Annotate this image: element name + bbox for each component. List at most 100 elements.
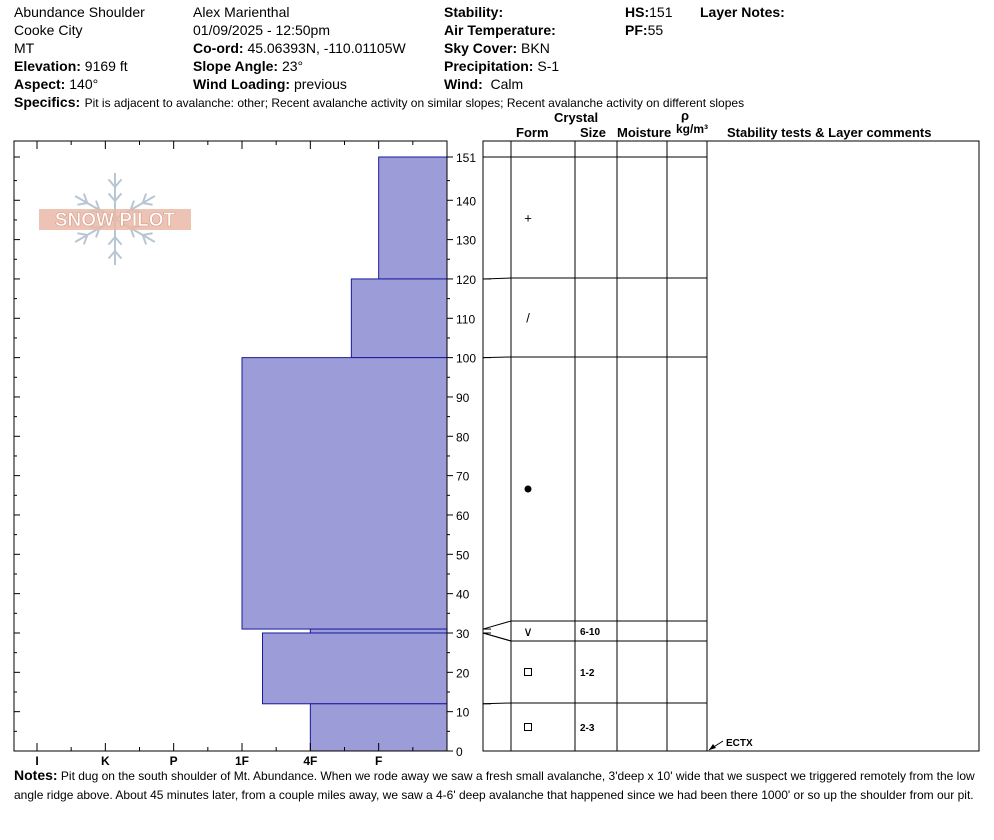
coord-label: Co-ord: xyxy=(193,40,244,56)
notes-text: Pit dug on the south shoulder of Mt. Abu… xyxy=(14,769,975,802)
snowflake-branch xyxy=(107,178,116,188)
y-tick-label: 120 xyxy=(456,273,476,287)
depth-hoar-icon: ∨ xyxy=(523,624,533,639)
wind-loading-value: previous xyxy=(293,76,347,92)
form-header: Form xyxy=(516,125,549,140)
y-tick-label: 100 xyxy=(456,352,476,366)
rounded-grains-icon xyxy=(524,485,532,493)
elevation-label: Elevation: xyxy=(14,58,81,74)
grain-size-value: 1-2 xyxy=(580,668,595,679)
snowflake-branch xyxy=(107,250,116,260)
slope-label: Slope Angle: xyxy=(193,58,279,74)
precip-value: S-1 xyxy=(537,58,560,74)
y-tick-label: 60 xyxy=(456,509,470,523)
snowflake-branch xyxy=(129,200,135,211)
x-tick-label: K xyxy=(101,754,110,768)
wind-field: Wind: Calm xyxy=(444,76,523,92)
hardness-bar xyxy=(350,278,448,359)
grain-size-value: 2-3 xyxy=(580,723,595,734)
stability-tests-header: Stability tests & Layer comments xyxy=(727,125,932,140)
snowflake-branch xyxy=(114,250,123,260)
depth-axis: 0 10 20 30 40 50 60 70 80 90 100 110 120 130 140 151 xyxy=(14,151,476,759)
hardness-bar xyxy=(241,357,448,630)
x-tick-label: 4F xyxy=(303,754,317,768)
snowflake-branch xyxy=(82,234,89,245)
y-tick-label: 90 xyxy=(456,391,470,405)
y-tick-label: 10 xyxy=(456,706,470,720)
notes-section: Notes: Pit dug on the south shoulder of … xyxy=(14,766,992,805)
size-header: Size xyxy=(580,125,607,140)
wind-value: Calm xyxy=(490,76,524,92)
snowflake-branch xyxy=(82,193,89,204)
faceted-crystals-icon xyxy=(524,668,532,676)
location-name: Abundance Shoulder xyxy=(14,4,145,20)
stability-label: Stability: xyxy=(444,4,504,20)
hs-field: HS:151 xyxy=(625,4,672,20)
elevation-value: 9169 ft xyxy=(84,58,128,74)
hardness-bar xyxy=(378,156,448,280)
aspect-field: Aspect: 140° xyxy=(14,76,98,92)
precipitation-particles-icon: + xyxy=(524,211,532,226)
snowflake-branch xyxy=(114,178,123,188)
y-tick-label: 70 xyxy=(456,470,470,484)
layer-table: + / ∨ 6-10 1-2 2-3 ECTX xyxy=(482,140,980,752)
snowflake-branch xyxy=(142,202,153,206)
y-tick-label: 50 xyxy=(456,548,470,562)
coord-value: 45.06393N, -110.01105W xyxy=(247,40,406,56)
sky-value: BKN xyxy=(521,40,550,56)
y-tick-label: 20 xyxy=(456,666,470,680)
observer-name: Alex Marienthal xyxy=(193,4,290,20)
stability-test-label: ECTX xyxy=(726,738,753,749)
snowpilot-logo: SNOW PILOT xyxy=(39,173,191,265)
snowflake-branch xyxy=(142,232,153,236)
air-temp-label: Air Temperature: xyxy=(444,22,556,38)
snowflake-branch xyxy=(114,192,123,202)
y-tick-label: 40 xyxy=(456,588,470,602)
hs-label: HS: xyxy=(625,4,650,20)
rho-header: ρ xyxy=(681,108,690,123)
snowflake-branch xyxy=(141,234,148,245)
sky-cover-field: Sky Cover: BKN xyxy=(444,40,550,56)
faceted-crystals-icon xyxy=(524,723,532,731)
pf-field: PF:55 xyxy=(625,22,663,38)
wind-label: Wind: xyxy=(444,76,483,92)
observation-datetime: 01/09/2025 - 12:50pm xyxy=(193,22,330,38)
test-arrowhead xyxy=(709,744,716,750)
hardness-axis: I K P 1F 4F F xyxy=(35,141,414,768)
snowflake-branch xyxy=(107,236,116,246)
range-name: Cooke City xyxy=(14,22,83,38)
y-tick-label: 151 xyxy=(456,151,476,165)
y-tick-label: 140 xyxy=(456,194,476,208)
y-tick-label: 30 xyxy=(456,627,470,641)
aspect-label: Aspect: xyxy=(14,76,66,92)
y-tick-label: 80 xyxy=(456,430,470,444)
x-tick-label: 1F xyxy=(235,754,249,768)
logo-text: SNOW PILOT xyxy=(55,210,176,231)
crystal-header: Crystal xyxy=(554,110,599,125)
air-temp-field: Air Temperature: xyxy=(444,22,556,38)
decomposing-fragments-icon: / xyxy=(526,311,530,326)
y-tick-label: 110 xyxy=(456,312,475,326)
snowflake-branch xyxy=(77,202,88,206)
moisture-header: Moisture xyxy=(617,125,672,140)
elevation-field: Elevation: 9169 ft xyxy=(14,58,128,74)
y-tick-label: 0 xyxy=(456,745,463,759)
snowflake-branch xyxy=(107,192,116,202)
x-tick-label: I xyxy=(35,754,38,768)
layer-notes-label: Layer Notes: xyxy=(700,4,785,20)
wind-loading-label: Wind Loading: xyxy=(193,76,291,92)
state-name: MT xyxy=(14,40,35,56)
specifics-field: Specifics: Pit is adjacent to avalanche:… xyxy=(14,94,744,112)
notes-label: Notes: xyxy=(14,767,58,783)
hardness-bars xyxy=(241,156,448,752)
snowflake-branch xyxy=(77,232,88,236)
precipitation-field: Precipitation: S-1 xyxy=(444,58,559,74)
snowflake-branch xyxy=(141,193,148,204)
x-tick-label: F xyxy=(375,754,382,768)
slope-value: 23° xyxy=(281,58,304,74)
table-border xyxy=(482,140,980,752)
snowflake-branch xyxy=(95,200,101,211)
snowflake-branch xyxy=(114,236,123,246)
slope-field: Slope Angle: 23° xyxy=(193,58,303,74)
